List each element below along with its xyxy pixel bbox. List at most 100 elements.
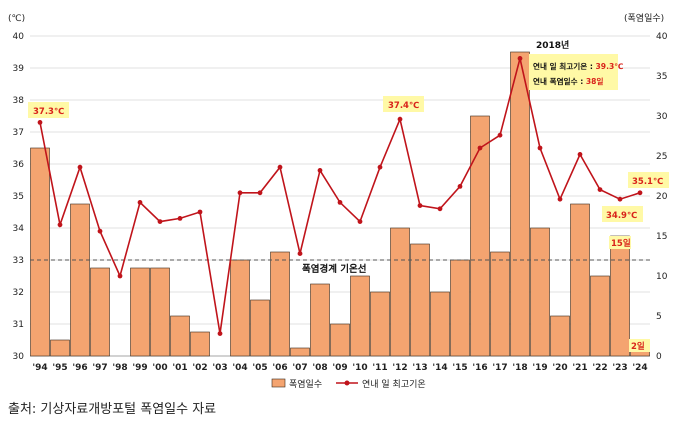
temperature-point-17 bbox=[377, 164, 383, 170]
right-axis: 0 5 10 15 20 25 30 35 40 bbox=[656, 32, 668, 362]
bar-0 bbox=[30, 147, 50, 357]
left-tick-2: 32 bbox=[13, 288, 24, 298]
bar-14 bbox=[310, 283, 330, 357]
temperature-point-21 bbox=[457, 184, 463, 189]
bar-6 bbox=[150, 267, 170, 357]
temperature-point-7 bbox=[177, 216, 183, 221]
temperature-point-11 bbox=[257, 190, 263, 196]
temperature-point-0 bbox=[37, 120, 43, 125]
left-tick-1: 31 bbox=[13, 320, 24, 330]
annotation-2018-line1: 연내 일 최고기온 : 39.3℃ bbox=[533, 61, 623, 71]
right-tick-4: 20 bbox=[656, 192, 668, 202]
bar-8 bbox=[190, 331, 210, 357]
bar-21 bbox=[450, 259, 470, 357]
temperature-point-1 bbox=[57, 222, 63, 228]
bars bbox=[30, 51, 650, 357]
annotation-2018-line1-prefix: 연내 일 최고기온 : bbox=[533, 61, 596, 71]
left-tick-3: 33 bbox=[13, 256, 24, 266]
x-tick-21: '15 bbox=[452, 363, 467, 373]
x-tick-12: '06 bbox=[272, 363, 287, 373]
bar-24 bbox=[510, 51, 530, 357]
bar-5 bbox=[130, 267, 150, 357]
annotation-2018-box: 2018년 연내 일 최고기온 : 39.3℃ 연내 폭염일수 : 38일 bbox=[529, 39, 623, 90]
x-tick-26: '20 bbox=[552, 363, 567, 373]
bar-19 bbox=[410, 243, 430, 357]
x-tick-19: '13 bbox=[412, 363, 427, 373]
temperature-point-2 bbox=[77, 164, 83, 170]
legend-bar-label: 폭염일수 bbox=[289, 379, 322, 390]
bar-25 bbox=[530, 227, 550, 357]
x-tick-2: '96 bbox=[72, 363, 87, 373]
legend-bar-swatch bbox=[271, 378, 286, 388]
temperature-point-23 bbox=[497, 132, 503, 138]
bar-7 bbox=[170, 315, 190, 357]
x-tick-6: '00 bbox=[152, 363, 167, 373]
temperature-point-12 bbox=[277, 164, 283, 170]
right-tick-5: 25 bbox=[656, 152, 667, 162]
right-axis-unit: (폭염일수) bbox=[624, 13, 664, 24]
temperature-point-22 bbox=[477, 145, 483, 151]
temperature-point-3 bbox=[97, 228, 103, 234]
bar-26 bbox=[550, 315, 570, 357]
x-tick-23: '17 bbox=[492, 363, 507, 373]
x-tick-1: '95 bbox=[52, 363, 67, 373]
x-axis: '94 '95 '96 '97 '98 '99 '00 '01 '02 '03 '04 '05 '06 '… bbox=[32, 363, 647, 373]
temperature-point-30 bbox=[637, 190, 643, 196]
threshold-label: 폭염경계 기온선 bbox=[302, 263, 367, 275]
right-tick-8: 40 bbox=[656, 32, 668, 42]
annotation-2023: 34.9℃ bbox=[602, 206, 643, 222]
x-tick-27: '21 bbox=[572, 363, 587, 373]
temperature-point-4 bbox=[117, 273, 123, 279]
x-tick-25: '19 bbox=[532, 363, 547, 373]
legend: 폭염일수 연내 일 최고기온 bbox=[271, 378, 426, 390]
x-tick-0: '94 bbox=[32, 363, 47, 373]
temperature-point-27 bbox=[577, 152, 583, 157]
bar-15 bbox=[330, 323, 350, 357]
temperature-point-13 bbox=[297, 251, 303, 256]
x-tick-9: '03 bbox=[212, 363, 227, 373]
x-tick-18: '12 bbox=[392, 363, 407, 373]
right-tick-0: 0 bbox=[656, 352, 662, 362]
x-tick-22: '16 bbox=[472, 363, 487, 373]
temperature-point-19 bbox=[417, 203, 423, 209]
temperature-point-29 bbox=[617, 196, 623, 202]
temperature-point-25 bbox=[537, 145, 543, 151]
right-tick-6: 30 bbox=[656, 112, 668, 122]
x-tick-17: '11 bbox=[372, 363, 387, 373]
bar-28 bbox=[590, 275, 610, 357]
right-tick-3: 15 bbox=[656, 232, 667, 242]
x-tick-20: '14 bbox=[432, 363, 447, 373]
x-tick-8: '02 bbox=[192, 363, 207, 373]
left-tick-7: 37 bbox=[13, 128, 24, 138]
temperature-point-8 bbox=[197, 209, 203, 215]
temperature-point-20 bbox=[437, 206, 443, 212]
x-tick-16: '10 bbox=[352, 363, 367, 373]
x-tick-30: '24 bbox=[632, 363, 647, 373]
bar-12 bbox=[270, 251, 290, 357]
temperature-point-26 bbox=[557, 196, 563, 202]
temperature-point-9 bbox=[217, 331, 223, 336]
x-tick-5: '99 bbox=[132, 363, 147, 373]
x-tick-14: '08 bbox=[312, 363, 327, 373]
annotation-2018-line1-value: 39.3℃ bbox=[596, 62, 624, 71]
x-tick-29: '23 bbox=[612, 363, 627, 373]
left-tick-0: 30 bbox=[13, 352, 25, 362]
temperature-line bbox=[37, 56, 643, 336]
annotation-2018-title: 2018년 bbox=[536, 39, 569, 51]
bar-2 bbox=[70, 203, 90, 357]
annotation-1994: 37.3℃ bbox=[28, 102, 69, 118]
left-tick-5: 35 bbox=[13, 192, 24, 202]
annotation-2023-days-text: 15일 bbox=[611, 238, 631, 249]
temperature-point-14 bbox=[317, 168, 323, 173]
temperature-point-10 bbox=[237, 190, 243, 196]
annotation-2024: 35.1℃ bbox=[628, 172, 669, 188]
left-axis: 30 31 32 33 34 35 36 37 38 39 40 bbox=[13, 32, 25, 362]
bar-3 bbox=[90, 267, 110, 357]
annotation-2012-text: 37.4℃ bbox=[388, 101, 419, 111]
annotation-2018-line2-prefix: 연내 폭염일수 : bbox=[533, 76, 586, 86]
left-tick-9: 39 bbox=[13, 64, 25, 74]
left-tick-10: 40 bbox=[13, 32, 25, 42]
left-tick-6: 36 bbox=[13, 160, 25, 170]
temperature-point-6 bbox=[157, 219, 163, 225]
